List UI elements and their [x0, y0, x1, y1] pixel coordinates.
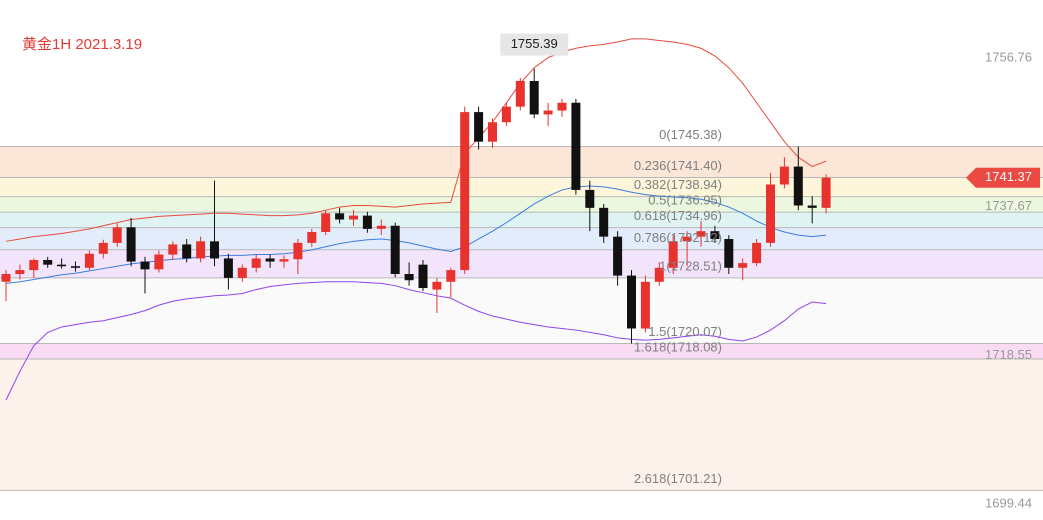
- last-price-tag: [966, 167, 1040, 188]
- candle-body: [627, 275, 636, 329]
- fib-band: [0, 146, 1043, 178]
- y-tick-label: 1718.55: [985, 347, 1032, 362]
- candle-body: [71, 266, 80, 268]
- candle-body: [321, 213, 331, 232]
- candle-body: [543, 110, 553, 115]
- candle-body: [613, 236, 623, 276]
- last-price-label: 1741.37: [985, 169, 1032, 184]
- fib-label: 1.618(1718.08): [634, 339, 722, 354]
- high-marker-label: 1755.39: [511, 36, 558, 51]
- fib-band: [0, 212, 1043, 228]
- fib-label: 0.786(1732.12): [634, 230, 722, 245]
- y-tick-label: 1699.44: [985, 496, 1032, 511]
- candle-body: [15, 270, 25, 275]
- candle-body: [474, 112, 484, 142]
- candle-body: [668, 241, 678, 268]
- fib-band: [0, 343, 1043, 360]
- fib-label: 0.5(1736.95): [648, 193, 722, 208]
- candle-body: [210, 241, 219, 259]
- candle-body: [585, 189, 595, 208]
- candle-body: [446, 270, 456, 282]
- fib-bands: [0, 146, 1043, 491]
- fib-label: 0.618(1734.96): [634, 208, 722, 223]
- candle-body: [529, 80, 539, 115]
- candle-body: [168, 244, 178, 255]
- candle-body: [460, 112, 470, 271]
- candle-body: [223, 258, 233, 278]
- candle-body: [154, 254, 164, 270]
- candle-body: [98, 242, 108, 254]
- candle-body: [766, 184, 775, 243]
- candle-body: [376, 225, 386, 229]
- candle-body: [696, 231, 706, 237]
- candle-body: [724, 238, 734, 268]
- candle-body: [571, 102, 581, 190]
- candle-body: [307, 231, 317, 243]
- candle-body: [29, 260, 39, 271]
- candle-body: [807, 205, 817, 208]
- candle-body: [599, 207, 609, 237]
- candle-body: [821, 177, 831, 208]
- candle-body: [57, 264, 67, 267]
- candle-body: [501, 106, 511, 123]
- plot-area: [1, 38, 831, 401]
- fib-band: [0, 277, 1043, 344]
- candle-body: [43, 260, 53, 265]
- candle-body: [196, 241, 206, 259]
- fib-band: [0, 177, 1043, 197]
- candle-body: [654, 267, 664, 282]
- candle-body: [488, 122, 497, 142]
- fib-label: 2.618(1701.21): [634, 471, 722, 486]
- candle-body: [793, 166, 803, 206]
- candle-body: [1, 274, 11, 282]
- candle-body: [418, 264, 428, 289]
- candle-body: [265, 258, 275, 262]
- y-tick-label: 1756.76: [985, 49, 1032, 64]
- candle-body: [182, 244, 192, 259]
- candle-body: [390, 225, 400, 275]
- y-tick-label: 1737.67: [985, 198, 1032, 213]
- candle-body: [335, 213, 345, 220]
- band-line: [5, 38, 827, 242]
- candle-body: [752, 242, 762, 264]
- chart-title: 黄金1H 2021.3.19: [22, 36, 142, 53]
- candle-body: [640, 281, 650, 329]
- candle-body: [293, 242, 303, 260]
- fib-band: [0, 196, 1043, 213]
- candle-body: [251, 258, 261, 268]
- candle-body: [362, 215, 372, 229]
- candle-body: [557, 102, 567, 111]
- candle-body: [738, 263, 748, 268]
- candle-body: [237, 267, 247, 278]
- fib-label: 0.236(1741.40): [634, 158, 722, 173]
- band-line: [5, 281, 827, 401]
- candle-body: [432, 281, 442, 290]
- candle-body: [140, 261, 150, 270]
- fib-label: 0(1745.38): [659, 127, 722, 142]
- candle-body: [126, 227, 136, 262]
- candle-body: [682, 236, 692, 242]
- fib-label: 1(1728.51): [659, 258, 722, 273]
- high-marker-box: [500, 33, 569, 56]
- candle-body: [349, 215, 358, 220]
- candle-body: [84, 253, 94, 268]
- candle-body: [710, 231, 720, 239]
- fib-label: 0.382(1738.94): [634, 177, 722, 192]
- candle-body: [515, 80, 525, 107]
- candle-body: [404, 274, 414, 281]
- candle-body: [112, 227, 122, 243]
- fib-band: [0, 359, 1043, 491]
- fib-band: [0, 227, 1043, 250]
- fib-label: 1.5(1720.07): [648, 324, 722, 339]
- candle-body: [279, 259, 289, 262]
- candle-body: [779, 166, 789, 185]
